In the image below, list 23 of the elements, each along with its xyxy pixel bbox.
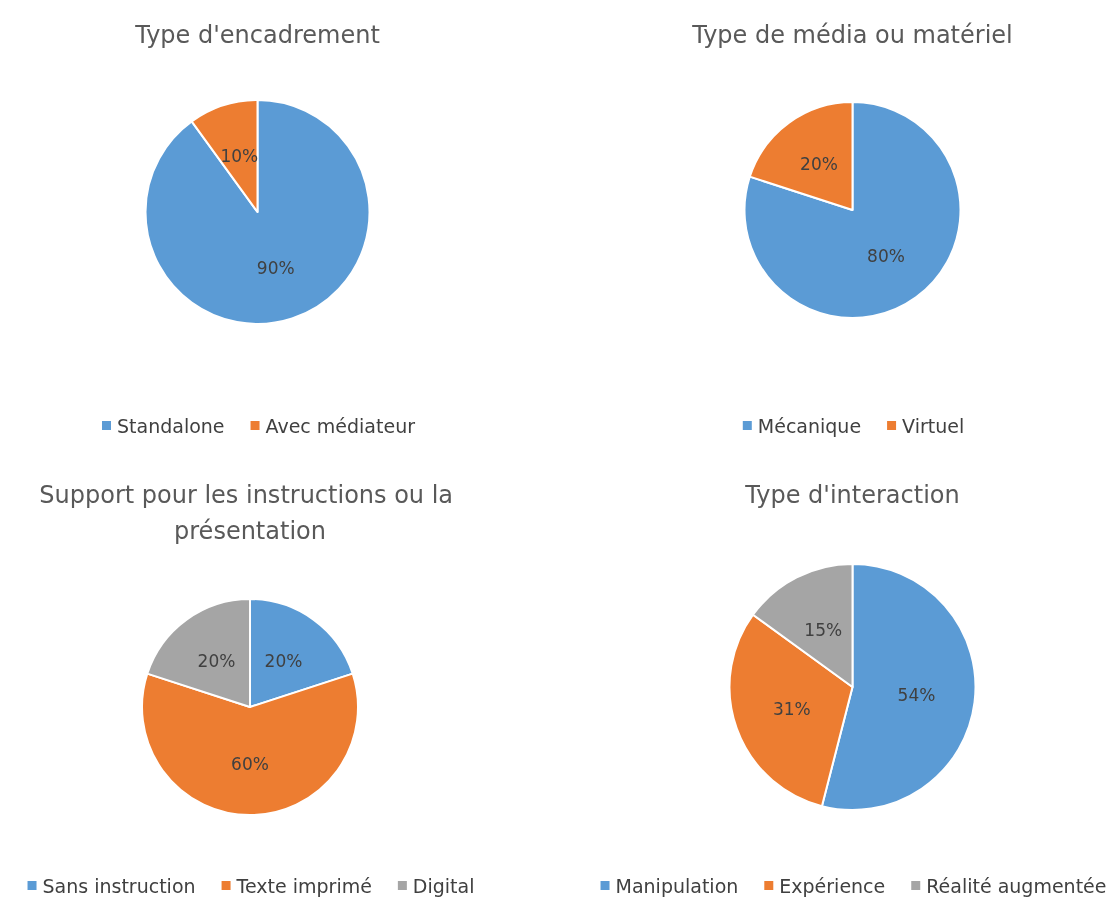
legend-label: Sans instruction: [42, 874, 196, 897]
legend-label: Virtuel: [902, 414, 965, 437]
data-label: 80%: [867, 246, 905, 267]
legend-label: Digital: [412, 874, 475, 897]
chart-title: Type de média ou matériel: [691, 21, 1013, 49]
legend-label: Texte imprimé: [235, 874, 372, 897]
data-label: 90%: [256, 258, 295, 279]
data-label: 20%: [800, 153, 838, 174]
legend-label: Standalone: [116, 414, 225, 437]
data-label: 31%: [772, 698, 811, 719]
chart-title: Type d'encadrement: [134, 21, 380, 49]
chart-title: Type d'interaction: [744, 481, 960, 509]
legend-label: Expérience: [779, 874, 886, 897]
data-label: 54%: [897, 685, 936, 706]
data-label: 20%: [264, 650, 303, 671]
legend-label: Réalité augmentée: [926, 874, 1107, 897]
chart-title: Support pour les instructions ou la présentation: [39, 481, 461, 545]
data-label: 15%: [804, 619, 843, 640]
legend-label: Avec médiateur: [265, 414, 416, 437]
legend-label: Mécanique: [757, 414, 862, 437]
legend-label: Manipulation: [615, 874, 739, 897]
data-label: 60%: [231, 754, 269, 774]
data-label: 20%: [197, 650, 236, 671]
